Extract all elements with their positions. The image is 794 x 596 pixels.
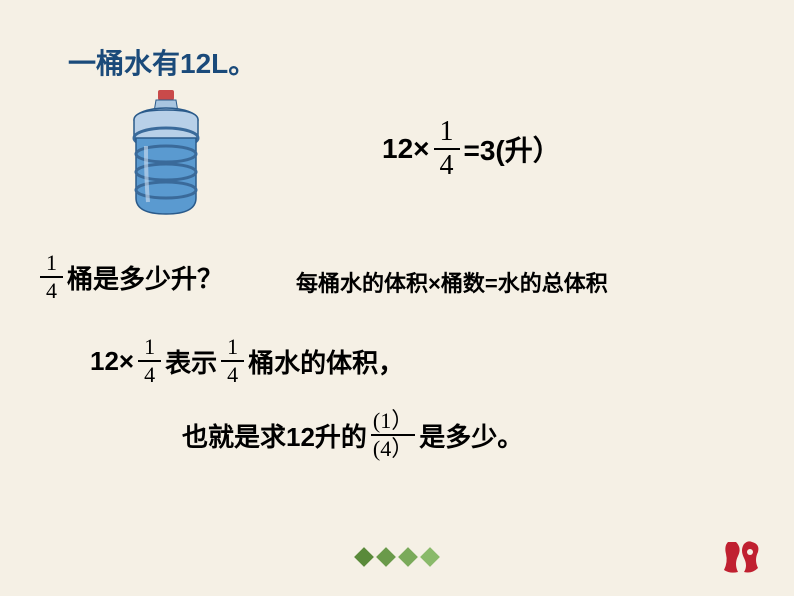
q1-text: 桶是多少升？ xyxy=(67,259,223,296)
diamond-decoration xyxy=(357,550,437,564)
l2-c: 桶水的体积， xyxy=(248,343,404,380)
explanation-line-2: 也就是求12升的 (1） (4） 是多少。 xyxy=(182,410,523,460)
l2-a: 12× xyxy=(90,346,134,377)
l3-b: 是多少。 xyxy=(419,417,523,454)
frac-den: 4 xyxy=(434,148,460,180)
eq-right: =3(升） xyxy=(464,129,561,169)
diamond-icon xyxy=(398,547,418,567)
l2-frac1: 1 4 xyxy=(138,336,161,386)
diamond-icon xyxy=(376,547,396,567)
q1-fraction: 1 4 xyxy=(40,252,63,302)
frac-num: 1 xyxy=(138,336,161,360)
pf-num: (1） xyxy=(371,410,415,434)
eq-fraction: 1 4 xyxy=(434,118,460,180)
fu-seal-icon xyxy=(720,534,764,578)
frac-den: 4 xyxy=(138,360,161,386)
page-title: 一桶水有12L。 xyxy=(68,42,256,82)
l3-paren-fraction: (1） (4） xyxy=(371,410,415,460)
water-bottle-icon xyxy=(128,90,204,218)
frac-num: 1 xyxy=(40,252,63,276)
equation-main: 12× 1 4 =3(升） xyxy=(382,118,561,180)
frac-num: 1 xyxy=(434,118,460,148)
frac-den: 4 xyxy=(221,360,244,386)
question-line: 1 4 桶是多少升？ xyxy=(36,252,223,302)
l2-b: 表示 xyxy=(165,343,217,380)
l2-frac2: 1 4 xyxy=(221,336,244,386)
frac-den: 4 xyxy=(40,276,63,302)
eq-left: 12× xyxy=(382,133,430,165)
formula-text: 每桶水的体积×桶数=水的总体积 xyxy=(296,266,608,298)
diamond-icon xyxy=(354,547,374,567)
frac-num: 1 xyxy=(221,336,244,360)
diamond-icon xyxy=(420,547,440,567)
explanation-line-1: 12× 1 4 表示 1 4 桶水的体积， xyxy=(90,336,404,386)
l3-a: 也就是求12升的 xyxy=(182,417,367,454)
pf-den: (4） xyxy=(371,434,415,460)
